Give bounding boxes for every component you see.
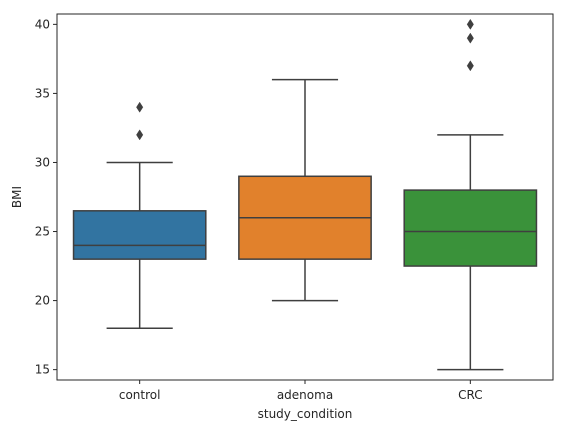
y-tick-label: 30 <box>35 155 50 169</box>
box-group-crc <box>403 18 538 371</box>
y-tick-label: 25 <box>35 225 50 239</box>
x-tick-label: control <box>119 388 161 402</box>
outlier-point <box>466 18 474 30</box>
y-tick-label: 35 <box>35 86 50 100</box>
box-group-adenoma <box>238 78 372 302</box>
y-axis-ticks: 15 20 25 30 35 40 <box>35 17 57 377</box>
x-tick-label: CRC <box>458 388 483 402</box>
outlier-point <box>466 32 474 44</box>
outlier-point <box>466 60 474 72</box>
x-axis-label: study_condition <box>258 407 353 421</box>
box-group-control <box>72 101 207 329</box>
y-tick-label: 15 <box>35 363 50 377</box>
outlier-point <box>136 129 144 141</box>
x-tick-label: adenoma <box>277 388 333 402</box>
x-axis-ticks: control adenoma CRC <box>119 380 483 402</box>
y-tick-label: 20 <box>35 294 50 308</box>
outlier-point <box>136 101 144 113</box>
iqr-box <box>72 210 207 260</box>
y-axis-label: BMI <box>10 186 24 208</box>
boxes-layer <box>72 18 538 371</box>
iqr-box <box>403 189 538 267</box>
y-tick-label: 40 <box>35 17 50 31</box>
